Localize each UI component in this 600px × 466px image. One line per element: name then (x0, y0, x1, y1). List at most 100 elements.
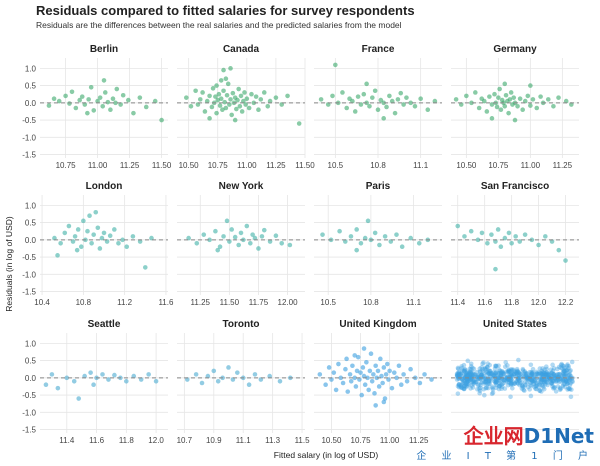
watermark-logo: 企业网D1Net 企 业 I T 第 1 门 户 (416, 425, 594, 462)
data-point (477, 369, 483, 374)
data-point (537, 388, 542, 393)
data-point (496, 375, 502, 381)
data-point (496, 371, 501, 376)
facet-san-francisco: San Francisco 11.4 11.6 11.8 12.0 12.2 (450, 181, 579, 307)
data-point (486, 377, 492, 383)
data-point (215, 97, 221, 103)
data-point (549, 239, 555, 244)
data-point (186, 235, 191, 241)
data-point (546, 372, 551, 378)
data-point (477, 386, 482, 392)
data-point (388, 239, 394, 244)
data-point (489, 102, 495, 107)
data-point (91, 382, 96, 388)
data-point (490, 385, 495, 391)
data-point (513, 379, 519, 384)
data-point (347, 372, 353, 377)
data-point (520, 107, 525, 113)
data-point (102, 90, 108, 95)
data-point (352, 353, 358, 358)
data-point (482, 392, 487, 398)
data-point (485, 385, 491, 391)
data-point (479, 372, 484, 378)
data-point (543, 234, 548, 239)
data-point (563, 258, 568, 263)
data-point (499, 370, 504, 376)
data-point (545, 374, 551, 380)
data-point (529, 369, 534, 375)
data-point (502, 81, 508, 87)
data-point (515, 368, 520, 374)
data-point (456, 382, 462, 387)
data-point (398, 382, 404, 388)
data-point (565, 378, 570, 383)
data-point (515, 103, 520, 109)
x-tick-label: 11.1 (236, 436, 252, 445)
data-point (320, 232, 325, 237)
data-point (546, 372, 551, 378)
data-point (511, 381, 516, 387)
data-point (461, 386, 467, 391)
data-point (207, 93, 212, 99)
data-point (541, 378, 547, 383)
data-point (88, 85, 94, 90)
data-point (64, 375, 70, 381)
data-point (354, 368, 360, 374)
data-point (500, 369, 505, 374)
data-point (528, 380, 533, 386)
data-point (464, 369, 469, 375)
data-point (484, 369, 489, 375)
data-point (560, 371, 566, 377)
data-point (486, 377, 492, 383)
x-axis-title: Fitted salary (in log of USD) (274, 450, 379, 460)
data-point (209, 104, 215, 110)
data-point (456, 371, 462, 377)
data-point (536, 371, 542, 377)
data-point (466, 375, 472, 381)
data-point (558, 365, 564, 371)
data-point (524, 373, 529, 379)
data-point (497, 367, 502, 373)
facet-london: London -1.5 -1.0 -0.5 0.0 0.5 1.0 10.4 10.8 11.2 1… (22, 181, 174, 307)
data-point (532, 378, 538, 384)
data-point (146, 372, 151, 377)
data-point (261, 90, 267, 95)
data-point (505, 380, 511, 385)
data-point (517, 371, 523, 377)
data-point (464, 93, 469, 99)
data-point (560, 370, 566, 375)
data-point (557, 371, 562, 377)
data-point (72, 234, 78, 239)
data-point (459, 370, 464, 376)
data-point (528, 377, 534, 382)
data-point (492, 370, 498, 376)
data-point (497, 86, 502, 92)
data-point (465, 378, 470, 383)
data-point (532, 378, 537, 384)
data-point (468, 367, 474, 372)
data-point (541, 385, 546, 390)
data-point (112, 372, 117, 378)
data-point (464, 381, 469, 387)
data-point (525, 380, 530, 385)
data-point (522, 371, 528, 377)
data-point (486, 371, 491, 376)
data-point (354, 227, 359, 232)
data-point (565, 362, 570, 367)
data-point (461, 386, 467, 392)
data-point (486, 381, 492, 386)
data-point (360, 365, 366, 370)
y-tick-label: 0.5 (25, 82, 37, 91)
data-point (496, 95, 501, 100)
data-point (489, 116, 495, 121)
data-point (474, 369, 480, 375)
data-point (560, 363, 566, 368)
data-point (137, 95, 143, 100)
data-point (498, 244, 504, 250)
data-point (562, 371, 568, 377)
data-point (287, 242, 293, 248)
data-point (466, 382, 472, 387)
data-point (549, 380, 555, 386)
data-point (378, 356, 383, 362)
data-point (516, 373, 522, 378)
